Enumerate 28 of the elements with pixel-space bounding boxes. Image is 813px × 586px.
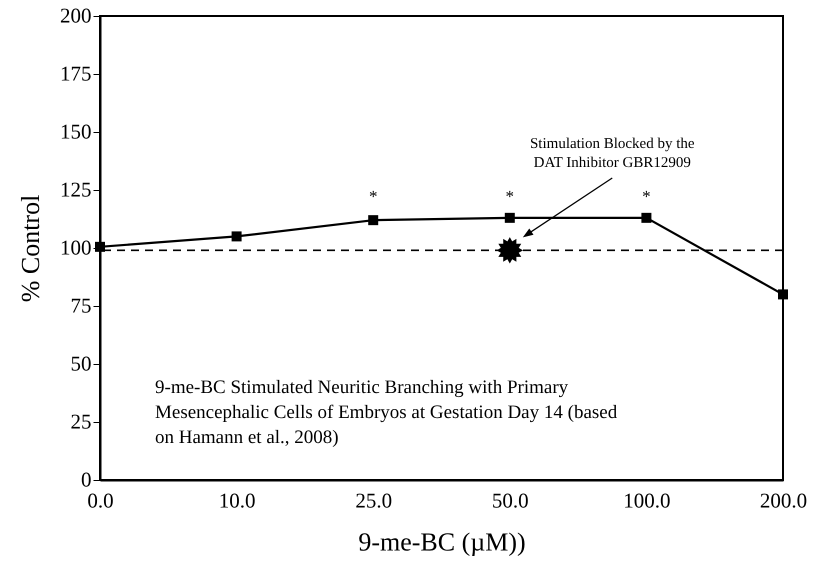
x-axis-title: 9-me-BC (µM)) (358, 528, 526, 556)
annotation: Stimulation Blocked by the DAT Inhibitor GBR12909 (530, 136, 695, 171)
annotation: 9-me-BC Stimulated Neuritic Branching with Primary Mesencephalic Cells of Embryos at Gestation Day 14 (based on Hamann et al., 2008) (155, 377, 618, 448)
point (232, 231, 242, 242)
y-tick-label: 25 (70, 410, 92, 434)
annotation: * (506, 186, 514, 206)
y-tick-label: 75 (70, 294, 92, 318)
y-tick-label: 175 (60, 62, 92, 86)
y-axis-title: % Control (16, 194, 45, 302)
point (504, 212, 515, 223)
y-tick-label: 200 (60, 4, 92, 28)
x-tick-label: 200.0 (760, 488, 808, 512)
point (95, 242, 105, 252)
y-tick-label: 0 (81, 468, 92, 492)
x-tick-label: 0.0 (87, 488, 114, 512)
x-tick-label: 25.0 (355, 488, 392, 512)
y-tick-label: 100 (60, 236, 92, 260)
y-tick-label: 125 (60, 178, 92, 202)
x-tick-label: 10.0 (218, 488, 256, 512)
point (778, 289, 788, 300)
x-tick-label: 50.0 (492, 488, 529, 512)
annotation: * (642, 186, 651, 206)
annotation: * (368, 186, 378, 206)
y-tick-label: 50 (70, 352, 92, 376)
point (641, 212, 652, 223)
x-tick-label: 100.0 (623, 488, 671, 512)
y-tick-label: 150 (60, 120, 92, 144)
point (368, 215, 378, 226)
